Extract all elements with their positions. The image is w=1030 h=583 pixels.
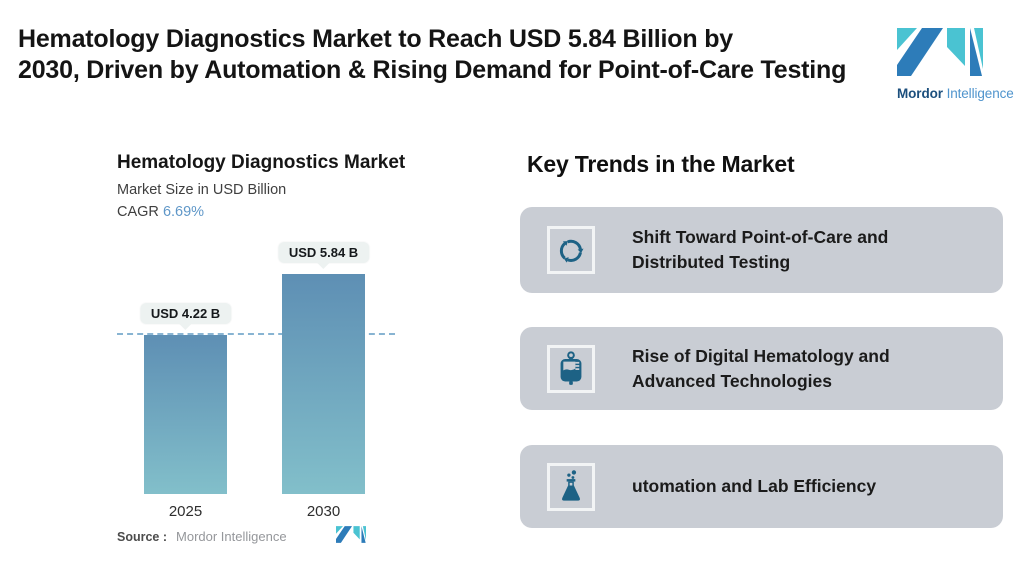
trend-card: Shift Toward Point-of-Care and Distribut… <box>520 207 1003 293</box>
recycle-arrows-icon <box>559 239 584 263</box>
page-title-line1: Hematology Diagnostics Market to Reach U… <box>18 25 733 53</box>
chart-title: Hematology Diagnostics Market <box>117 152 406 173</box>
trend-line: Advanced Technologies <box>632 370 832 391</box>
cagr-value: 6.69% <box>162 204 205 220</box>
page-title-line2: 2030, Driven by Automation & Rising Dema… <box>18 56 847 84</box>
trend-icon-box <box>547 462 595 511</box>
page-title: Hematology Diagnostics Market to Reach U… <box>18 24 846 86</box>
trend-text: utomation and Lab Efficiency <box>632 474 876 499</box>
axis-year-label: 2025 <box>168 503 203 520</box>
axis-year-label: 2030 <box>306 503 341 520</box>
trend-icon-box <box>547 226 595 274</box>
bar-chart: USD 4.22 B 2025 USD 5.84 B 2030 <box>117 240 417 520</box>
trend-line: Rise of Digital Hematology and <box>632 345 890 366</box>
bar-value-label: USD 5.84 B <box>277 242 370 263</box>
reference-dashed-line <box>117 333 395 335</box>
source-value: Mordor Intelligence <box>176 529 287 544</box>
pill-pointer-icon <box>317 263 330 269</box>
brand-name-light: Intelligence <box>946 86 1014 101</box>
source-label: Source : <box>117 530 168 544</box>
trend-icon-box <box>547 344 595 393</box>
brand-logo: Mordor Intelligence <box>897 28 1014 101</box>
bar <box>282 274 365 494</box>
trend-card: Rise of Digital Hematology and Advanced … <box>520 327 1003 410</box>
trends-heading: Key Trends in the Market <box>527 151 795 177</box>
brand-name-bold: Mordor <box>897 86 943 101</box>
source-row: Source : Mordor Intelligence <box>117 529 287 544</box>
blood-bag-icon <box>560 350 582 385</box>
trend-line: Distributed Testing <box>632 252 791 272</box>
trend-text: Shift Toward Point-of-Care and Distribut… <box>632 225 888 275</box>
cagr-label: CAGR <box>117 204 159 220</box>
chart-cagr: CAGR 6.69% <box>117 204 204 220</box>
trend-line: utomation and Lab Efficiency <box>632 476 877 496</box>
chart-subtitle: Market Size in USD Billion <box>117 182 287 198</box>
lab-flask-icon <box>562 469 580 501</box>
trend-text: Rise of Digital Hematology and Advanced … <box>632 344 890 394</box>
bar-group: USD 4.22 B 2025 <box>139 240 232 520</box>
bar-value-label: USD 4.22 B <box>139 303 232 324</box>
bar <box>144 335 227 494</box>
trend-line: Shift Toward Point-of-Care and <box>632 227 889 247</box>
mordor-logo-small-icon <box>336 526 366 543</box>
trend-card: utomation and Lab Efficiency <box>520 445 1003 528</box>
mordor-logo-icon <box>897 28 983 76</box>
pill-pointer-icon <box>179 324 192 330</box>
bar-group: USD 5.84 B 2030 <box>277 240 370 520</box>
bar-value-pill: USD 4.22 B <box>139 303 232 330</box>
bar-value-pill: USD 5.84 B <box>277 242 370 269</box>
brand-name: Mordor Intelligence <box>897 86 1014 101</box>
